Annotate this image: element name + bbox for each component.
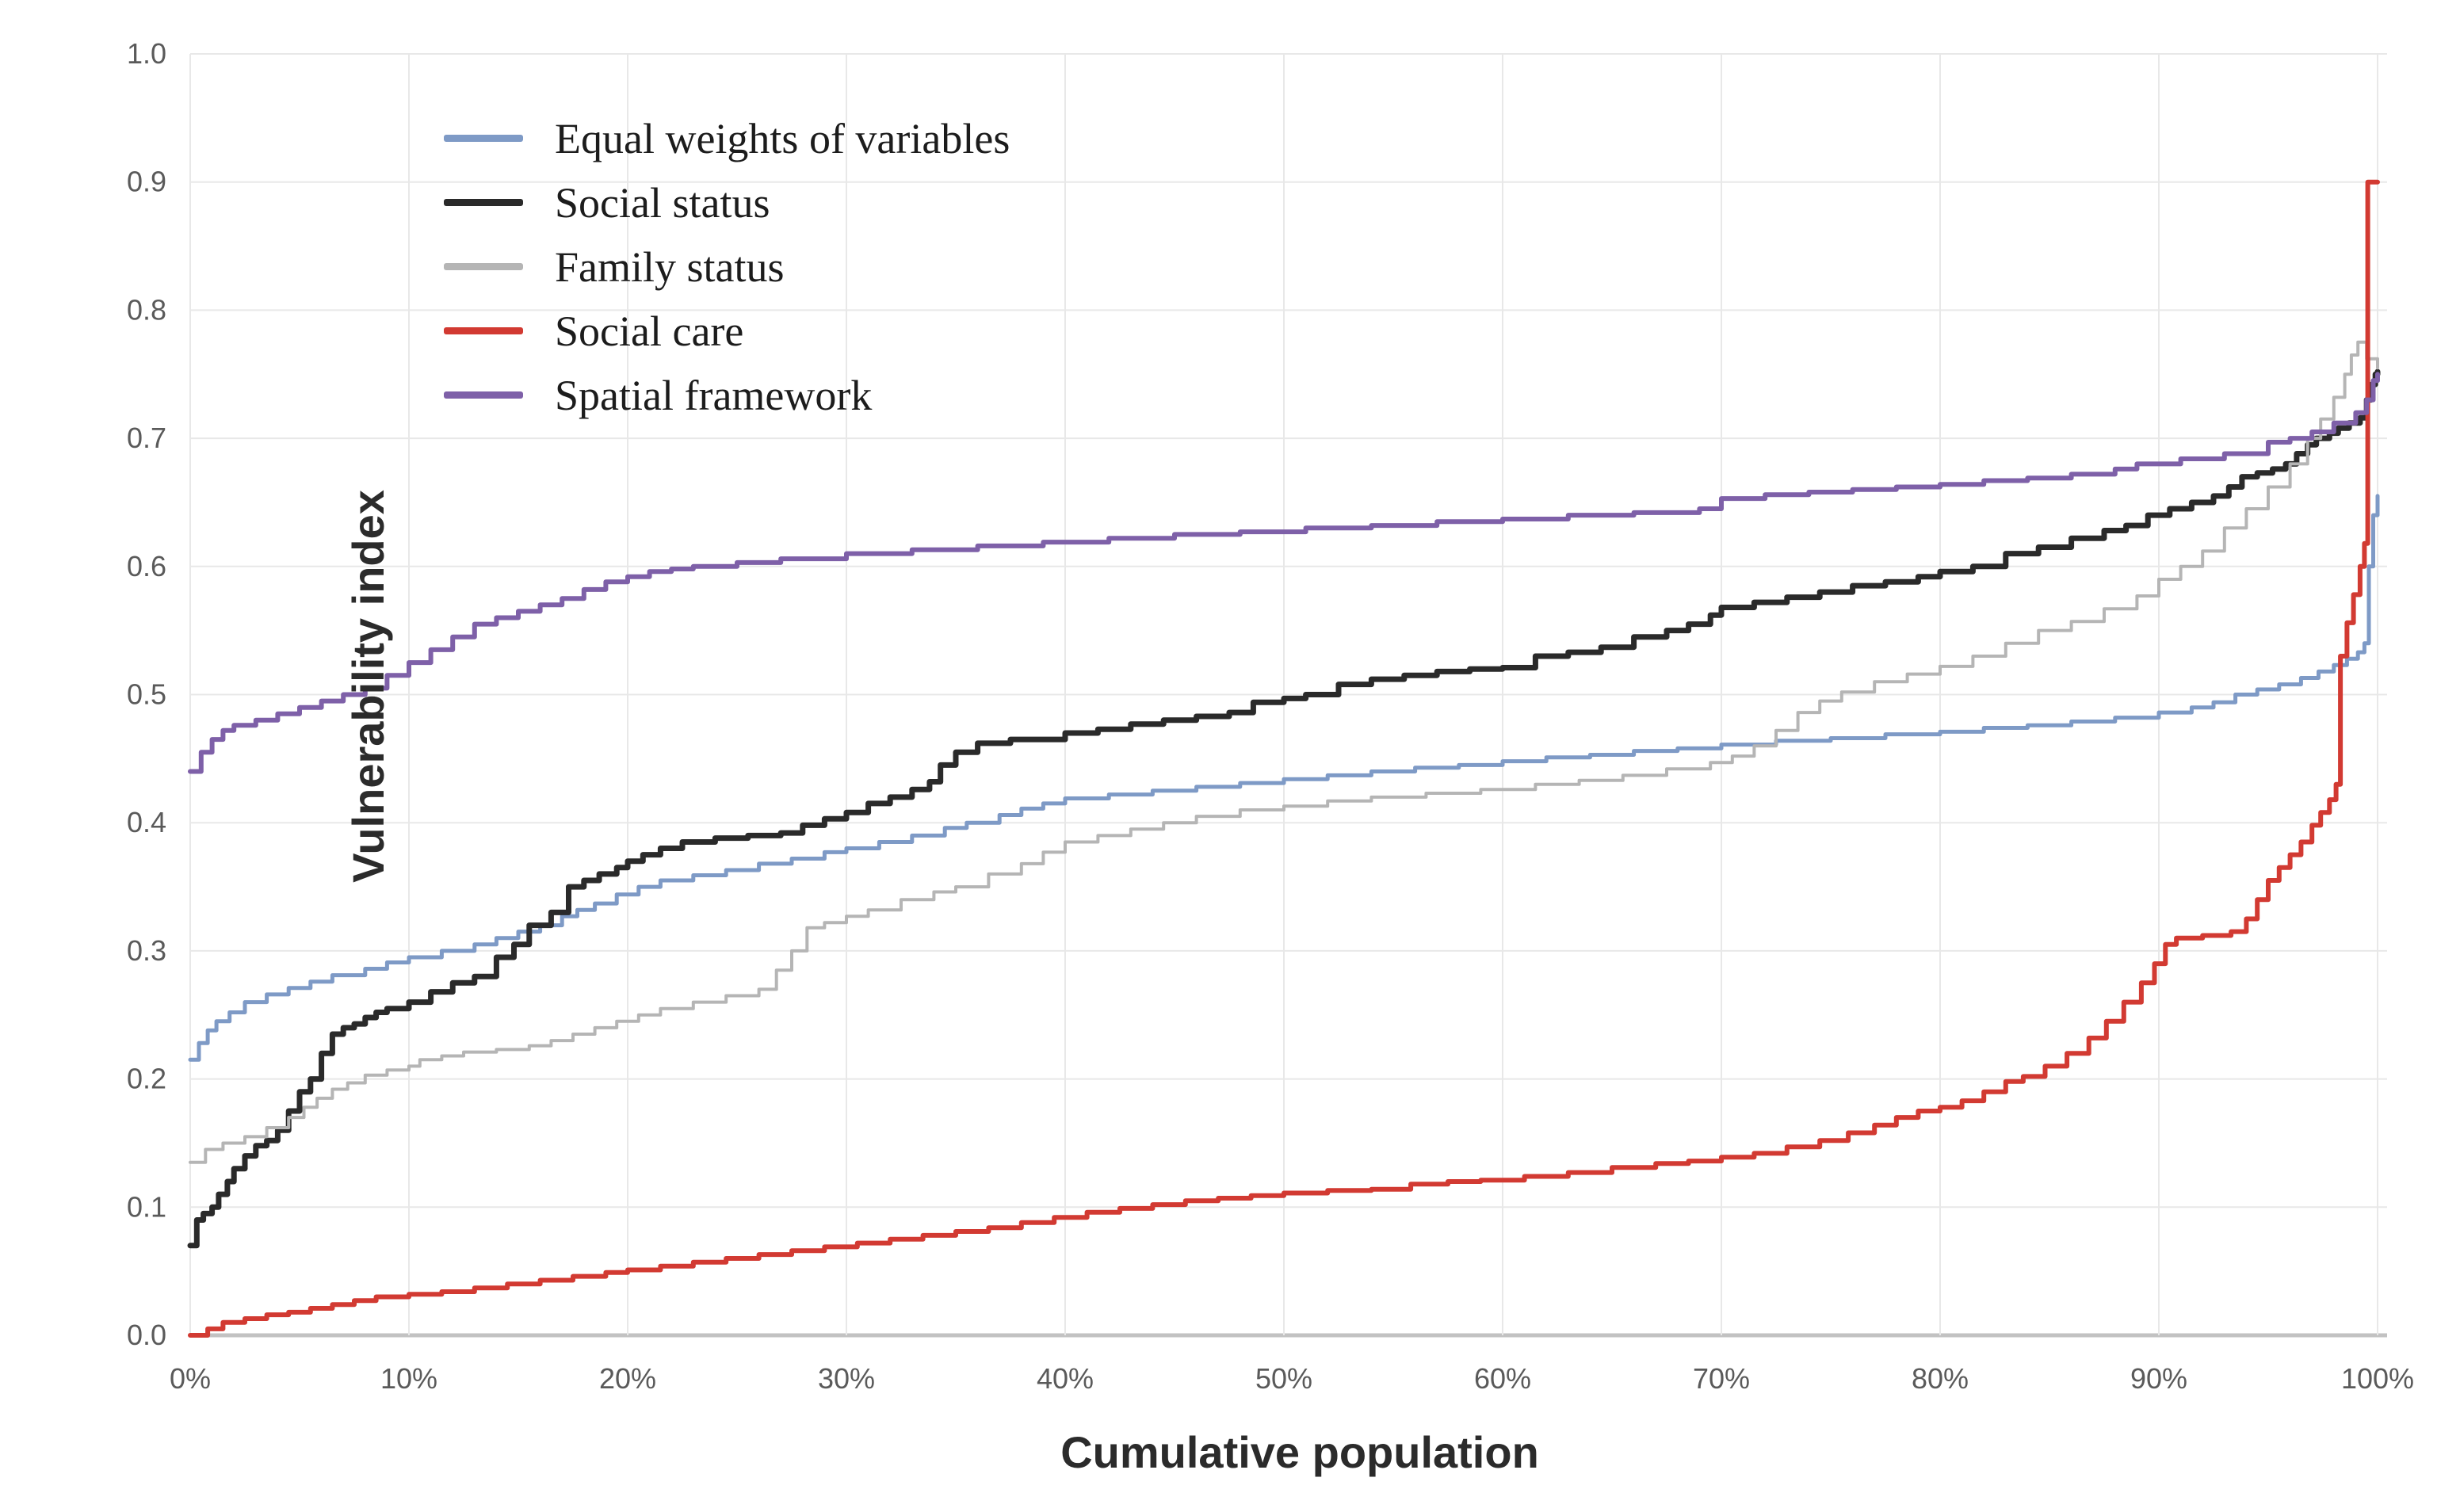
x-tick-label: 100%	[2341, 1362, 2414, 1395]
legend-item-spatial-framework: Spatial framework	[444, 363, 1010, 427]
legend-item-social-care: Social care	[444, 299, 1010, 363]
y-tick-label: 0.2	[127, 1063, 166, 1095]
series-line-social-status	[187, 368, 2381, 1249]
x-tick-label: 70%	[1693, 1362, 1750, 1395]
legend-swatch-social-status	[444, 199, 523, 206]
legend-label: Social care	[555, 307, 744, 355]
y-axis-title: Vulnerability index	[343, 490, 393, 883]
legend-label: Social status	[555, 178, 770, 227]
y-tick-label: 1.0	[127, 37, 166, 70]
series-line-family-status	[189, 340, 2379, 1164]
legend-item-social-status: Social status	[444, 170, 1010, 235]
x-tick-label: 90%	[2130, 1362, 2187, 1395]
y-tick-label: 0.7	[127, 422, 166, 454]
y-tick-label: 0.0	[127, 1319, 166, 1351]
x-tick-label: 40%	[1037, 1362, 1094, 1395]
legend-swatch-social-care	[444, 327, 523, 334]
x-tick-label: 20%	[599, 1362, 656, 1395]
series-line-social-care	[188, 179, 2380, 1338]
legend-swatch-family-status	[444, 263, 523, 270]
x-tick-label: 30%	[818, 1362, 875, 1395]
x-tick-label: 0%	[170, 1362, 211, 1395]
legend-swatch-spatial-framework	[444, 391, 523, 399]
y-tick-label: 0.5	[127, 678, 166, 711]
x-tick-label: 80%	[1912, 1362, 1969, 1395]
legend: Equal weights of variables Social status…	[444, 106, 1010, 427]
x-tick-label: 60%	[1474, 1362, 1531, 1395]
y-tick-label: 0.4	[127, 806, 166, 838]
legend-item-equal-weights: Equal weights of variables	[444, 106, 1010, 170]
legend-label: Spatial framework	[555, 371, 873, 419]
x-tick-label: 10%	[380, 1362, 437, 1395]
series-line-equal-weights-of-variables	[188, 494, 2380, 1062]
legend-item-family-status: Family status	[444, 235, 1010, 299]
y-tick-label: 0.8	[127, 293, 166, 326]
legend-label: Equal weights of variables	[555, 114, 1010, 162]
y-tick-label: 0.1	[127, 1190, 166, 1223]
y-tick-label: 0.3	[127, 934, 166, 967]
y-tick-label: 0.9	[127, 166, 166, 198]
x-tick-label: 50%	[1255, 1362, 1312, 1395]
x-axis-title: Cumulative population	[1060, 1427, 1539, 1477]
legend-swatch-equal-weights	[444, 135, 523, 142]
y-tick-label: 0.6	[127, 550, 166, 582]
legend-label: Family status	[555, 242, 785, 291]
series-line-spatial-framework	[188, 372, 2380, 774]
